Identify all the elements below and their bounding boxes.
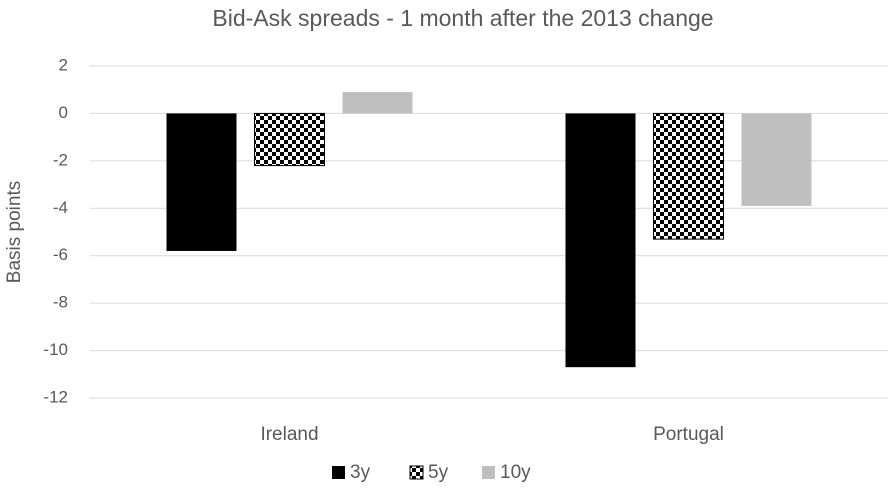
y-tick-label: 0: [59, 103, 68, 122]
legend-label: 3y: [350, 462, 371, 483]
x-tick-label: Ireland: [260, 424, 318, 445]
legend-label: 10y: [500, 462, 531, 483]
y-axis-title: Basis points: [4, 181, 25, 283]
bar: [342, 92, 413, 114]
bar: [254, 112, 325, 167]
y-tick-label: -8: [53, 293, 68, 312]
bar: [166, 113, 237, 251]
bar: [565, 113, 636, 368]
legend-label: 5y: [428, 462, 449, 483]
y-tick-label: -10: [43, 340, 68, 359]
y-tick-label: 2: [59, 55, 68, 74]
x-tick-label: Portugal: [653, 424, 724, 445]
y-tick-label: -12: [43, 387, 68, 406]
legend-swatch: [332, 466, 345, 479]
chart-title: Bid-Ask spreads - 1 month after the 2013…: [212, 5, 713, 31]
y-tick-label: -6: [53, 245, 68, 264]
legend-swatch: [482, 466, 495, 479]
y-tick-label: -2: [53, 150, 68, 169]
bar: [653, 112, 724, 240]
bar: [741, 113, 812, 206]
y-tick-label: -4: [53, 198, 68, 217]
legend-swatch: [409, 465, 424, 480]
